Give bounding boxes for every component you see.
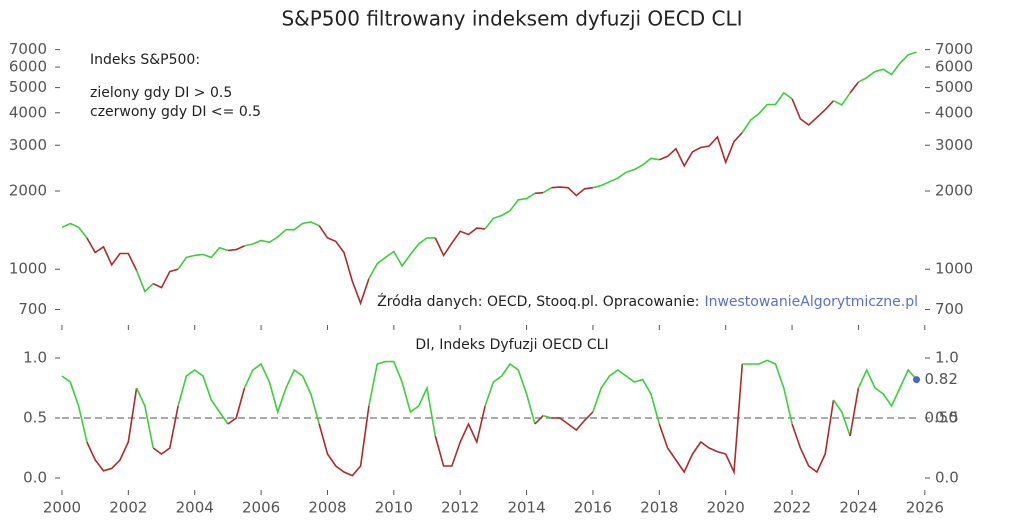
x-tick-label: 2012: [441, 499, 479, 517]
y-tick-label: 1000: [935, 260, 973, 278]
data-line: [368, 237, 436, 279]
last-point: [913, 376, 921, 384]
x-tick-label: 2014: [507, 499, 545, 517]
y-tick-label: 1.0: [935, 349, 959, 367]
data-line: [658, 363, 744, 476]
y-tick-label: 4000: [935, 103, 973, 121]
data-line: [152, 405, 179, 455]
y-tick-label: 1.0: [23, 349, 47, 367]
y-tick-label: 4000: [9, 103, 47, 121]
data-line: [86, 237, 138, 271]
data-line: [135, 387, 154, 449]
source-link[interactable]: InwestowanieAlgorytmiczne.pl: [704, 294, 918, 310]
y-tick-label: 6000: [9, 58, 47, 76]
data-line: [534, 415, 544, 425]
source-note: Źródła danych: OECD, Stooq.pl. Opracowan…: [377, 292, 699, 310]
y-tick-label: 0.5: [935, 409, 959, 427]
data-line: [244, 221, 320, 247]
x-tick-label: 2010: [375, 499, 413, 517]
y-tick-label: 1000: [9, 260, 47, 278]
data-line: [592, 369, 661, 425]
x-tick-label: 2002: [109, 499, 147, 517]
reference-label: 0.50: [925, 409, 958, 427]
data-line: [741, 91, 793, 133]
last-value-label: 0.82: [925, 370, 958, 388]
data-line: [434, 227, 486, 258]
chart-title: S&P500 filtrowany indeksem dyfuzji OECD …: [281, 7, 742, 31]
data-line: [542, 187, 552, 194]
data-line: [849, 387, 860, 437]
x-tick-label: 2020: [707, 499, 745, 517]
data-line: [86, 387, 138, 472]
y-tick-label: 0.5: [23, 409, 47, 427]
data-line: [592, 157, 660, 189]
y-tick-label: 5000: [9, 78, 47, 96]
x-tick-label: 2018: [640, 499, 678, 517]
data-line: [849, 81, 860, 94]
data-line: [534, 191, 544, 195]
y-tick-label: 3000: [935, 136, 973, 154]
x-tick-label: 2004: [176, 499, 214, 517]
y-tick-label: 700: [18, 300, 47, 318]
data-line: [832, 399, 851, 437]
y-tick-label: 6000: [935, 58, 973, 76]
annotation: zielony gdy DI > 0.5: [90, 85, 232, 101]
y-tick-label: 2000: [9, 182, 47, 200]
data-line: [227, 245, 245, 252]
data-line: [791, 98, 835, 127]
data-line: [177, 369, 229, 425]
data-line: [542, 414, 552, 419]
y-tick-label: 7000: [9, 40, 47, 58]
data-line: [61, 222, 88, 239]
x-tick-label: 2022: [773, 499, 811, 517]
data-line: [551, 186, 594, 197]
data-line: [484, 192, 536, 230]
data-line: [658, 131, 743, 168]
data-line: [61, 375, 88, 443]
data-line: [152, 268, 179, 289]
y-tick-label: 7000: [935, 40, 973, 58]
data-line: [857, 368, 918, 408]
y-tick-label: 2000: [935, 182, 973, 200]
data-line: [177, 246, 229, 270]
annotation: czerwony gdy DI <= 0.5: [90, 104, 261, 120]
data-line: [434, 405, 486, 467]
annotation: Indeks S&P500:: [90, 52, 200, 68]
data-line: [791, 399, 835, 474]
data-line: [318, 225, 370, 306]
y-tick-label: 700: [935, 300, 964, 318]
data-line: [368, 360, 437, 437]
data-line: [227, 387, 246, 425]
data-line: [135, 270, 154, 294]
panel-title: DI, Indeks Dyfuzji OECD CLI: [415, 337, 608, 353]
y-tick-label: 0.0: [935, 469, 959, 487]
x-tick-label: 2016: [574, 499, 612, 517]
y-tick-label: 5000: [935, 78, 973, 96]
y-tick-label: 3000: [9, 136, 47, 154]
x-tick-label: 2000: [43, 499, 81, 517]
data-line: [243, 362, 320, 425]
x-tick-label: 2024: [839, 499, 877, 517]
x-tick-label: 2008: [308, 499, 346, 517]
data-line: [858, 51, 917, 83]
y-tick-label: 0.0: [23, 469, 47, 487]
data-line: [742, 359, 793, 425]
data-line: [484, 362, 536, 425]
data-line: [833, 92, 851, 106]
x-tick-label: 2026: [906, 499, 944, 517]
x-tick-label: 2006: [242, 499, 280, 517]
data-line: [318, 405, 370, 477]
data-line: [551, 411, 594, 432]
